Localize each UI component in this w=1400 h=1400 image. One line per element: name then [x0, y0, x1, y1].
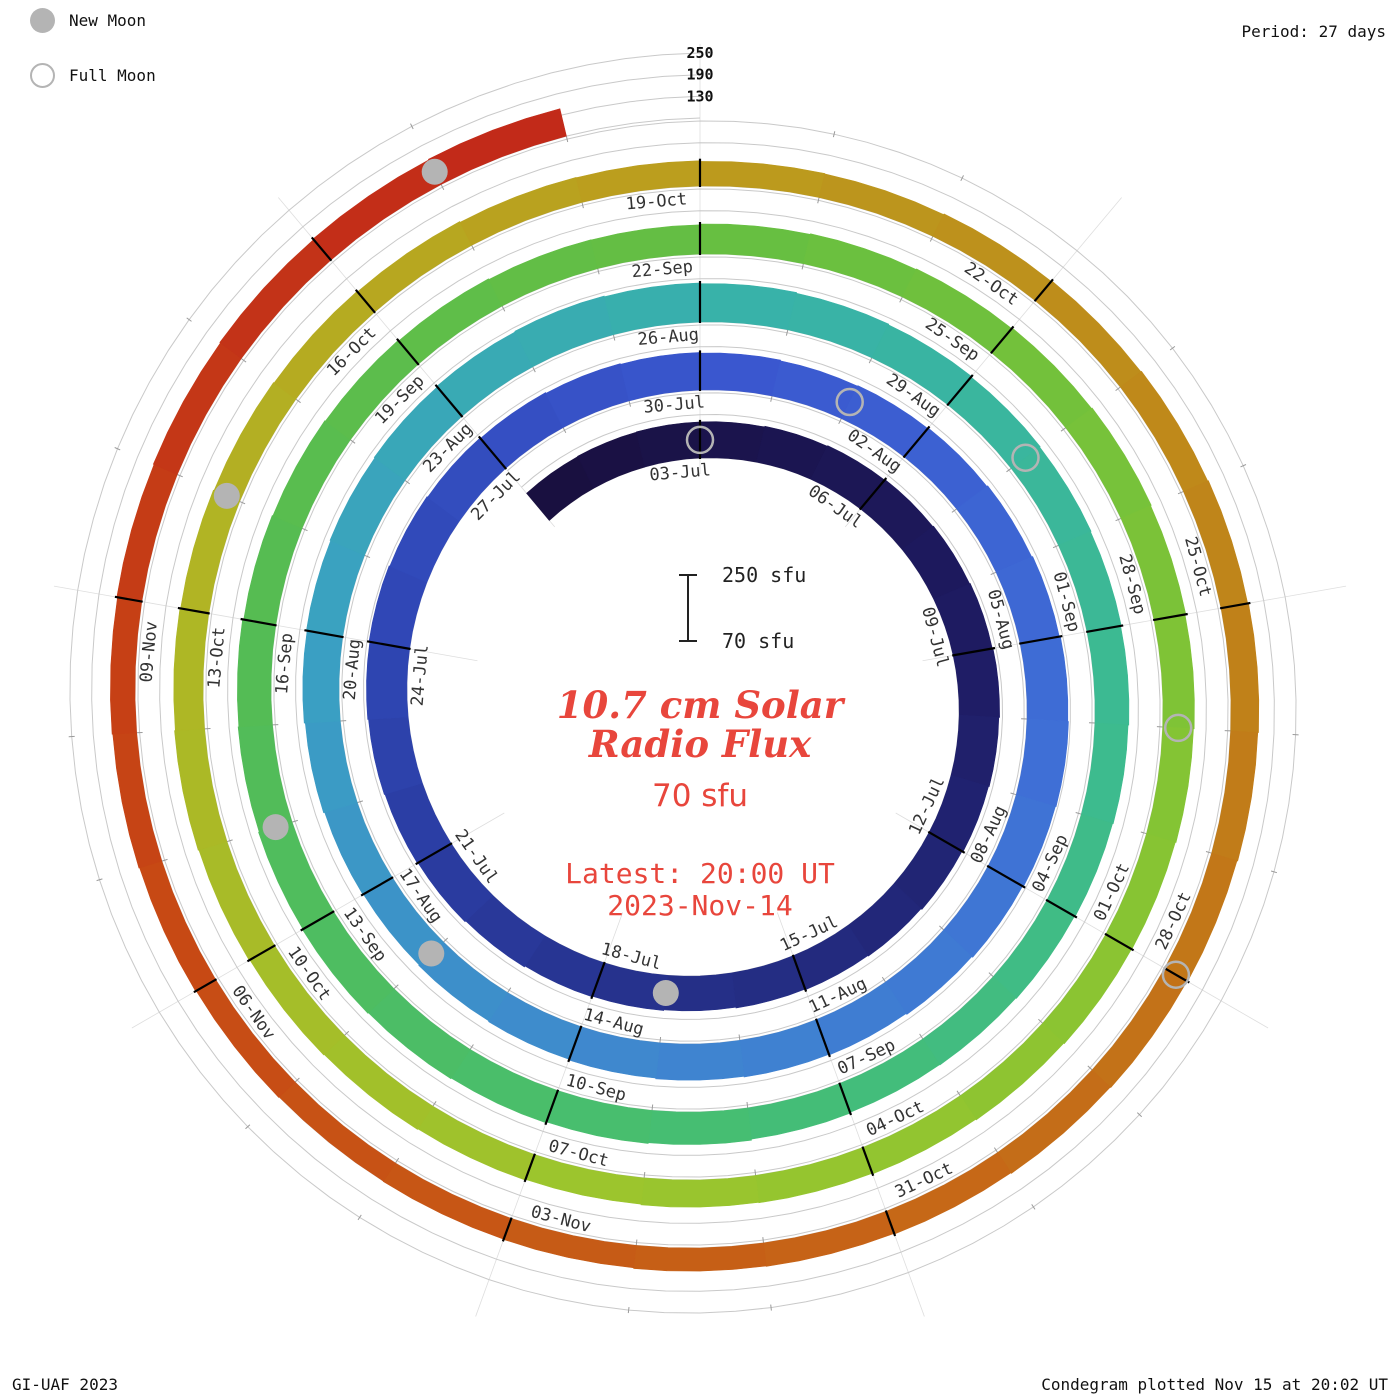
radial-axis-labels: 250 190 130 — [686, 44, 713, 105]
credit-label: GI-UAF 2023 — [12, 1375, 118, 1394]
scale-max-label: 250 sfu — [722, 563, 806, 587]
radial-axis-label: 250 — [686, 44, 713, 62]
new-moon-marker — [262, 814, 289, 841]
full-moon-marker — [1011, 443, 1040, 472]
date-label: 24-Jul — [408, 644, 433, 707]
new-moon-marker — [652, 980, 679, 1006]
chart-title-line1: 10.7 cm Solar — [556, 683, 844, 727]
day-ticks — [68, 123, 1299, 1314]
scale-min-label: 70 sfu — [722, 629, 794, 653]
radial-axis-label: 190 — [686, 66, 713, 84]
date-label: 03-Jul — [649, 460, 712, 485]
date-label: 20-Aug — [340, 638, 365, 701]
date-label: 30-Jul — [643, 392, 706, 417]
latest-time-line: Latest: 20:00 UT — [565, 856, 835, 890]
center-annotation: 10.7 cm Solar Radio Flux 70 sfu Latest: … — [557, 686, 843, 922]
segment-boundary-ticks — [114, 158, 1251, 1242]
date-label: 22-Sep — [631, 257, 694, 282]
date-label: 16-Sep — [272, 632, 297, 695]
new-moon-marker — [421, 158, 448, 185]
period-label: Period: 27 days — [1241, 22, 1387, 41]
moon-legend: New Moon Full Moon — [30, 8, 156, 88]
full-moon-marker — [1163, 713, 1193, 743]
radial-axis-label: 130 — [686, 87, 713, 105]
new-moon-label: New Moon — [69, 11, 147, 30]
full-moon-marker — [685, 425, 715, 455]
chart-title: 10.7 cm Solar Radio Flux — [557, 686, 843, 764]
new-moon-marker — [213, 482, 240, 509]
date-label: 26-Aug — [637, 325, 700, 350]
chart-title-line2: Radio Flux — [588, 721, 812, 766]
scale-bar: 250 sfu 70 sfu — [679, 563, 806, 653]
flux-spiral-bars — [110, 108, 1260, 1272]
new-moon-marker — [418, 940, 445, 967]
legend-full-moon: Full Moon — [30, 63, 156, 88]
latest-timestamp: Latest: 20:00 UT 2023-Nov-14 — [557, 856, 843, 922]
plotted-label: Condegram plotted Nov 15 at 20:02 UT — [1041, 1375, 1388, 1394]
full-moon-marker — [835, 387, 864, 417]
date-label: 09-Nov — [137, 620, 162, 683]
full-moon-marker — [1161, 960, 1191, 989]
date-label: 19-Oct — [625, 189, 688, 214]
new-moon-icon — [30, 8, 55, 33]
moon-markers — [213, 158, 1193, 1006]
date-label: 13-Oct — [204, 626, 229, 689]
latest-date-line: 2023-Nov-14 — [607, 888, 793, 922]
legend-new-moon: New Moon — [30, 8, 156, 33]
full-moon-icon — [30, 63, 55, 88]
full-moon-label: Full Moon — [69, 66, 156, 85]
current-flux-value: 70 sfu — [651, 777, 749, 814]
